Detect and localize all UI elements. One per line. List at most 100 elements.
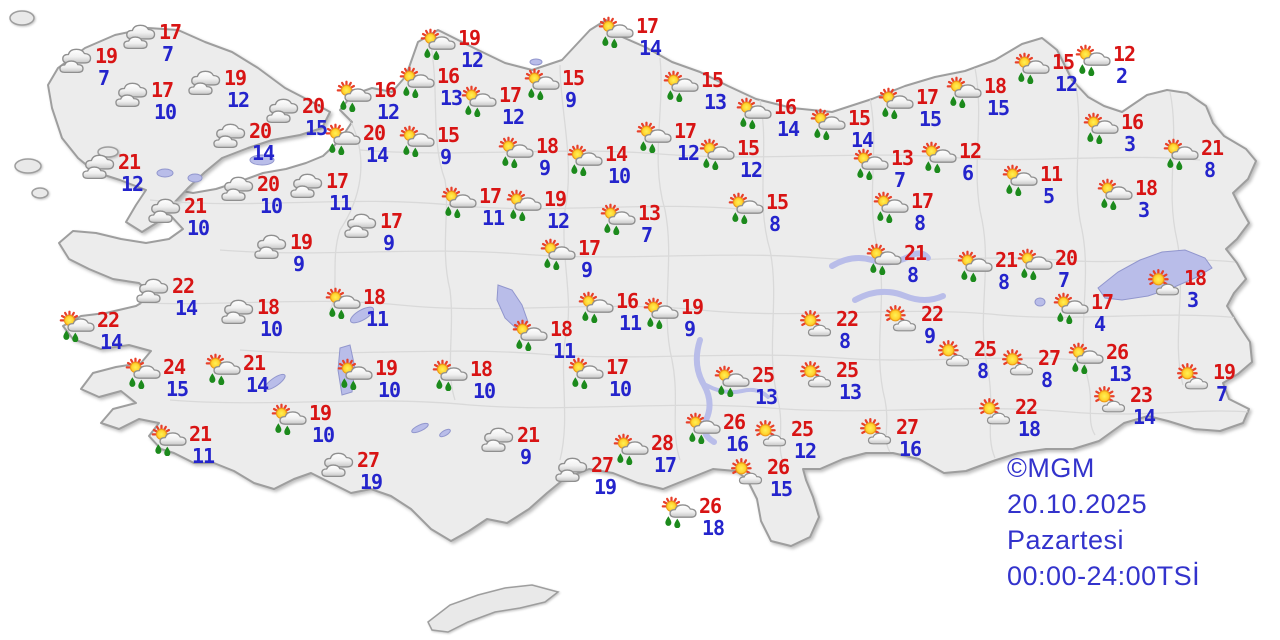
cloud-icon <box>218 297 256 329</box>
temperature-pair: 15 13 <box>701 70 727 112</box>
sun-cloud-rain-icon <box>713 365 751 397</box>
low-temp: 14 <box>851 128 874 152</box>
low-temp: 10 <box>473 379 496 403</box>
low-temp: 2 <box>1116 64 1128 88</box>
temperature-pair: 19 10 <box>309 403 335 445</box>
high-temp: 19 <box>681 295 704 319</box>
weather-station: 19 12 <box>185 68 250 110</box>
temperature-pair: 17 4 <box>1091 292 1114 334</box>
high-temp: 15 <box>437 123 460 147</box>
weather-station: 14 10 <box>566 144 631 186</box>
sun-cloud-rain-icon <box>539 238 577 270</box>
island <box>31 187 49 199</box>
sun-cloud-rain-icon <box>662 70 700 102</box>
weather-station: 17 10 <box>567 357 632 399</box>
sun-cloud-rain-icon <box>1074 44 1112 76</box>
temperature-pair: 27 19 <box>591 455 617 497</box>
weather-station: 18 15 <box>945 76 1010 118</box>
temperature-pair: 26 16 <box>723 412 749 454</box>
weather-station: 27 19 <box>318 450 383 494</box>
temperature-pair: 15 8 <box>766 190 789 234</box>
weather-station: 17 7 <box>120 22 182 64</box>
low-temp: 12 <box>547 209 570 233</box>
cloud-icon <box>210 121 248 153</box>
weather-station: 19 10 <box>270 403 335 445</box>
temperature-pair: 16 3 <box>1121 112 1144 154</box>
weather-station: 21 14 <box>204 351 269 395</box>
sun-cloud-icon <box>857 417 895 449</box>
high-temp: 17 <box>326 169 349 193</box>
sun-cloud-icon <box>1145 268 1183 300</box>
weather-station: 19 10 <box>336 356 401 400</box>
weather-station: 19 7 <box>1174 362 1236 404</box>
high-temp: 25 <box>752 363 775 387</box>
weather-station: 27 8 <box>999 348 1061 390</box>
weather-station: 16 3 <box>1082 112 1144 154</box>
sun-cloud-icon <box>752 419 790 451</box>
temperature-pair: 23 14 <box>1130 385 1156 427</box>
high-temp: 15 <box>766 190 789 214</box>
weather-station: 21 10 <box>145 194 210 238</box>
temperature-pair: 12 2 <box>1113 44 1136 88</box>
high-temp: 17 <box>499 83 522 107</box>
weather-station: 18 10 <box>431 359 496 403</box>
low-temp: 9 <box>684 317 696 341</box>
temperature-pair: 21 14 <box>243 351 269 395</box>
low-temp: 10 <box>154 100 177 124</box>
temperature-pair: 17 11 <box>326 169 352 213</box>
sun-cloud-icon <box>882 304 920 336</box>
high-temp: 21 <box>184 194 207 218</box>
temperature-pair: 17 10 <box>151 80 177 124</box>
low-temp: 14 <box>366 143 389 167</box>
temperature-pair: 21 12 <box>118 152 144 194</box>
low-temp: 9 <box>565 88 577 112</box>
low-temp: 14 <box>252 141 275 165</box>
temperature-pair: 17 12 <box>674 121 700 165</box>
cloud-icon <box>145 196 183 228</box>
weather-station: 12 6 <box>920 141 982 183</box>
sun-cloud-rain-icon <box>1067 342 1105 374</box>
high-temp: 17 <box>636 14 659 38</box>
high-temp: 15 <box>848 106 871 130</box>
high-temp: 20 <box>257 172 280 196</box>
temperature-pair: 17 7 <box>159 22 182 64</box>
high-temp: 17 <box>578 236 601 260</box>
low-temp: 12 <box>377 100 400 124</box>
weather-station: 17 11 <box>287 169 352 213</box>
weather-station: 22 9 <box>882 304 944 346</box>
sun-cloud-rain-icon <box>324 287 362 319</box>
weather-station: 19 9 <box>251 232 313 274</box>
weather-station: 21 8 <box>865 243 927 285</box>
temperature-pair: 19 7 <box>95 46 118 88</box>
sun-cloud-rain-icon <box>335 80 373 112</box>
high-temp: 17 <box>479 184 502 208</box>
low-temp: 12 <box>677 141 700 165</box>
temperature-pair: 19 9 <box>681 295 704 341</box>
temperature-pair: 17 9 <box>578 236 601 280</box>
temperature-pair: 15 9 <box>562 66 585 112</box>
low-temp: 13 <box>755 385 778 409</box>
high-temp: 15 <box>562 66 585 90</box>
temperature-pair: 19 12 <box>458 28 484 70</box>
low-temp: 19 <box>360 470 383 494</box>
temperature-pair: 17 12 <box>499 83 525 127</box>
temperature-pair: 15 9 <box>437 123 460 167</box>
weather-station: 27 16 <box>857 417 922 459</box>
temperature-pair: 17 9 <box>380 211 403 253</box>
temperature-pair: 22 8 <box>836 309 859 351</box>
high-temp: 16 <box>437 64 460 88</box>
forecast-date: 20.10.2025 <box>1007 489 1148 519</box>
high-temp: 21 <box>243 351 266 375</box>
lake-manyas <box>187 173 203 183</box>
high-temp: 18 <box>550 317 573 341</box>
high-temp: 19 <box>375 356 398 380</box>
weather-station: 17 9 <box>341 211 403 253</box>
weather-station: 22 14 <box>58 310 123 352</box>
small-lake <box>1034 297 1046 307</box>
sun-cloud-rain-icon <box>150 424 188 456</box>
high-temp: 17 <box>911 189 934 213</box>
temperature-pair: 25 13 <box>836 360 862 402</box>
sun-cloud-rain-icon <box>599 203 637 235</box>
weather-station: 20 7 <box>1016 248 1078 290</box>
temperature-pair: 11 5 <box>1040 164 1063 206</box>
